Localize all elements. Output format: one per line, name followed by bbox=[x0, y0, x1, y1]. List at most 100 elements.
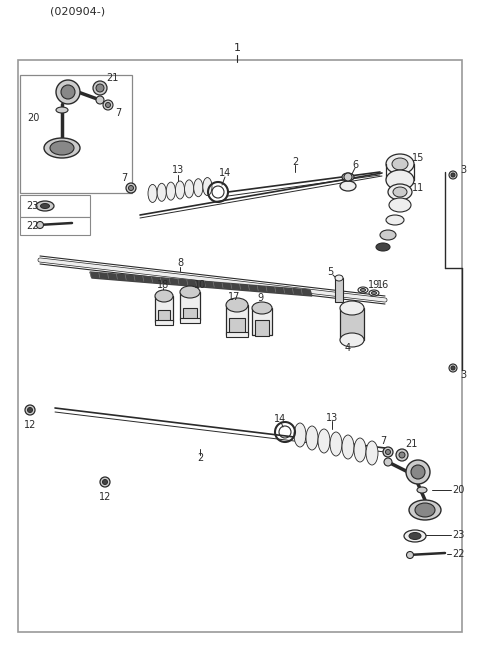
Ellipse shape bbox=[386, 215, 404, 225]
Bar bbox=[340, 308, 364, 340]
Ellipse shape bbox=[396, 449, 408, 461]
Ellipse shape bbox=[175, 181, 185, 199]
Ellipse shape bbox=[103, 100, 113, 110]
Bar bbox=[229, 318, 245, 336]
Circle shape bbox=[344, 173, 352, 181]
Ellipse shape bbox=[50, 141, 74, 155]
Ellipse shape bbox=[129, 185, 133, 190]
Text: 14: 14 bbox=[219, 168, 231, 178]
Ellipse shape bbox=[409, 500, 441, 520]
Circle shape bbox=[61, 85, 75, 99]
Ellipse shape bbox=[409, 532, 421, 540]
Text: 5: 5 bbox=[327, 267, 333, 277]
Text: 3: 3 bbox=[460, 165, 466, 175]
Text: 8: 8 bbox=[177, 258, 183, 268]
Ellipse shape bbox=[166, 182, 175, 200]
Text: 4: 4 bbox=[345, 343, 351, 353]
Ellipse shape bbox=[306, 426, 318, 450]
Text: 2: 2 bbox=[292, 157, 298, 167]
Ellipse shape bbox=[126, 183, 136, 193]
Ellipse shape bbox=[386, 154, 414, 174]
Text: 7: 7 bbox=[115, 108, 121, 118]
Ellipse shape bbox=[194, 179, 203, 197]
Text: 16: 16 bbox=[377, 280, 389, 290]
Text: 22: 22 bbox=[26, 221, 38, 231]
Text: 19: 19 bbox=[368, 280, 380, 290]
Bar bbox=[226, 305, 248, 335]
Ellipse shape bbox=[380, 230, 396, 240]
Ellipse shape bbox=[318, 429, 330, 453]
Ellipse shape bbox=[40, 203, 49, 209]
Ellipse shape bbox=[180, 286, 200, 298]
Text: 7: 7 bbox=[380, 436, 386, 446]
Bar bbox=[158, 310, 170, 324]
Ellipse shape bbox=[155, 290, 173, 302]
Text: 21: 21 bbox=[106, 73, 118, 83]
Ellipse shape bbox=[148, 185, 157, 202]
Text: 10: 10 bbox=[194, 280, 206, 290]
Ellipse shape bbox=[385, 450, 391, 454]
Bar bbox=[335, 278, 343, 302]
Ellipse shape bbox=[44, 138, 80, 158]
Text: 12: 12 bbox=[99, 492, 111, 502]
Bar bbox=[20, 75, 132, 193]
Ellipse shape bbox=[415, 503, 435, 517]
Text: (020904-): (020904-) bbox=[50, 7, 105, 17]
Text: 20: 20 bbox=[452, 485, 464, 495]
Ellipse shape bbox=[354, 438, 366, 462]
Bar bbox=[20, 195, 90, 217]
Ellipse shape bbox=[388, 184, 412, 200]
Ellipse shape bbox=[340, 333, 364, 347]
Bar bbox=[18, 60, 462, 632]
Polygon shape bbox=[90, 272, 312, 296]
Ellipse shape bbox=[392, 158, 408, 170]
Text: 17: 17 bbox=[228, 292, 240, 302]
Circle shape bbox=[36, 222, 44, 229]
Ellipse shape bbox=[93, 81, 107, 95]
Ellipse shape bbox=[376, 243, 390, 251]
Text: 20: 20 bbox=[27, 113, 39, 123]
Ellipse shape bbox=[157, 183, 166, 202]
Ellipse shape bbox=[185, 180, 194, 198]
Text: 1: 1 bbox=[233, 43, 240, 53]
Ellipse shape bbox=[358, 287, 368, 293]
Ellipse shape bbox=[340, 301, 364, 315]
Ellipse shape bbox=[389, 198, 411, 212]
Text: 2: 2 bbox=[197, 453, 203, 463]
Ellipse shape bbox=[393, 187, 407, 197]
Text: 12: 12 bbox=[24, 420, 36, 430]
Circle shape bbox=[103, 480, 108, 484]
Ellipse shape bbox=[342, 173, 354, 181]
Circle shape bbox=[27, 408, 33, 413]
Ellipse shape bbox=[226, 298, 248, 312]
Text: 23: 23 bbox=[452, 530, 464, 540]
Circle shape bbox=[451, 366, 455, 370]
Text: 21: 21 bbox=[405, 439, 417, 449]
Ellipse shape bbox=[417, 487, 427, 493]
Circle shape bbox=[449, 171, 457, 179]
Bar bbox=[226, 332, 248, 337]
Ellipse shape bbox=[369, 290, 379, 296]
Bar bbox=[183, 308, 197, 322]
Text: 18: 18 bbox=[157, 280, 169, 290]
Circle shape bbox=[100, 477, 110, 487]
Text: 3: 3 bbox=[460, 370, 466, 380]
Ellipse shape bbox=[383, 447, 393, 457]
Ellipse shape bbox=[340, 181, 356, 191]
Bar bbox=[155, 296, 173, 322]
Ellipse shape bbox=[342, 435, 354, 459]
Circle shape bbox=[451, 173, 455, 177]
Ellipse shape bbox=[366, 441, 378, 465]
Circle shape bbox=[384, 458, 392, 466]
Text: 9: 9 bbox=[257, 293, 263, 303]
Text: 11: 11 bbox=[412, 183, 424, 193]
Circle shape bbox=[411, 465, 425, 479]
Circle shape bbox=[96, 96, 104, 104]
Ellipse shape bbox=[96, 84, 104, 92]
Bar bbox=[255, 320, 269, 336]
Bar bbox=[180, 318, 200, 323]
Ellipse shape bbox=[404, 530, 426, 542]
Ellipse shape bbox=[294, 423, 306, 447]
Ellipse shape bbox=[399, 452, 405, 458]
Ellipse shape bbox=[106, 103, 110, 107]
